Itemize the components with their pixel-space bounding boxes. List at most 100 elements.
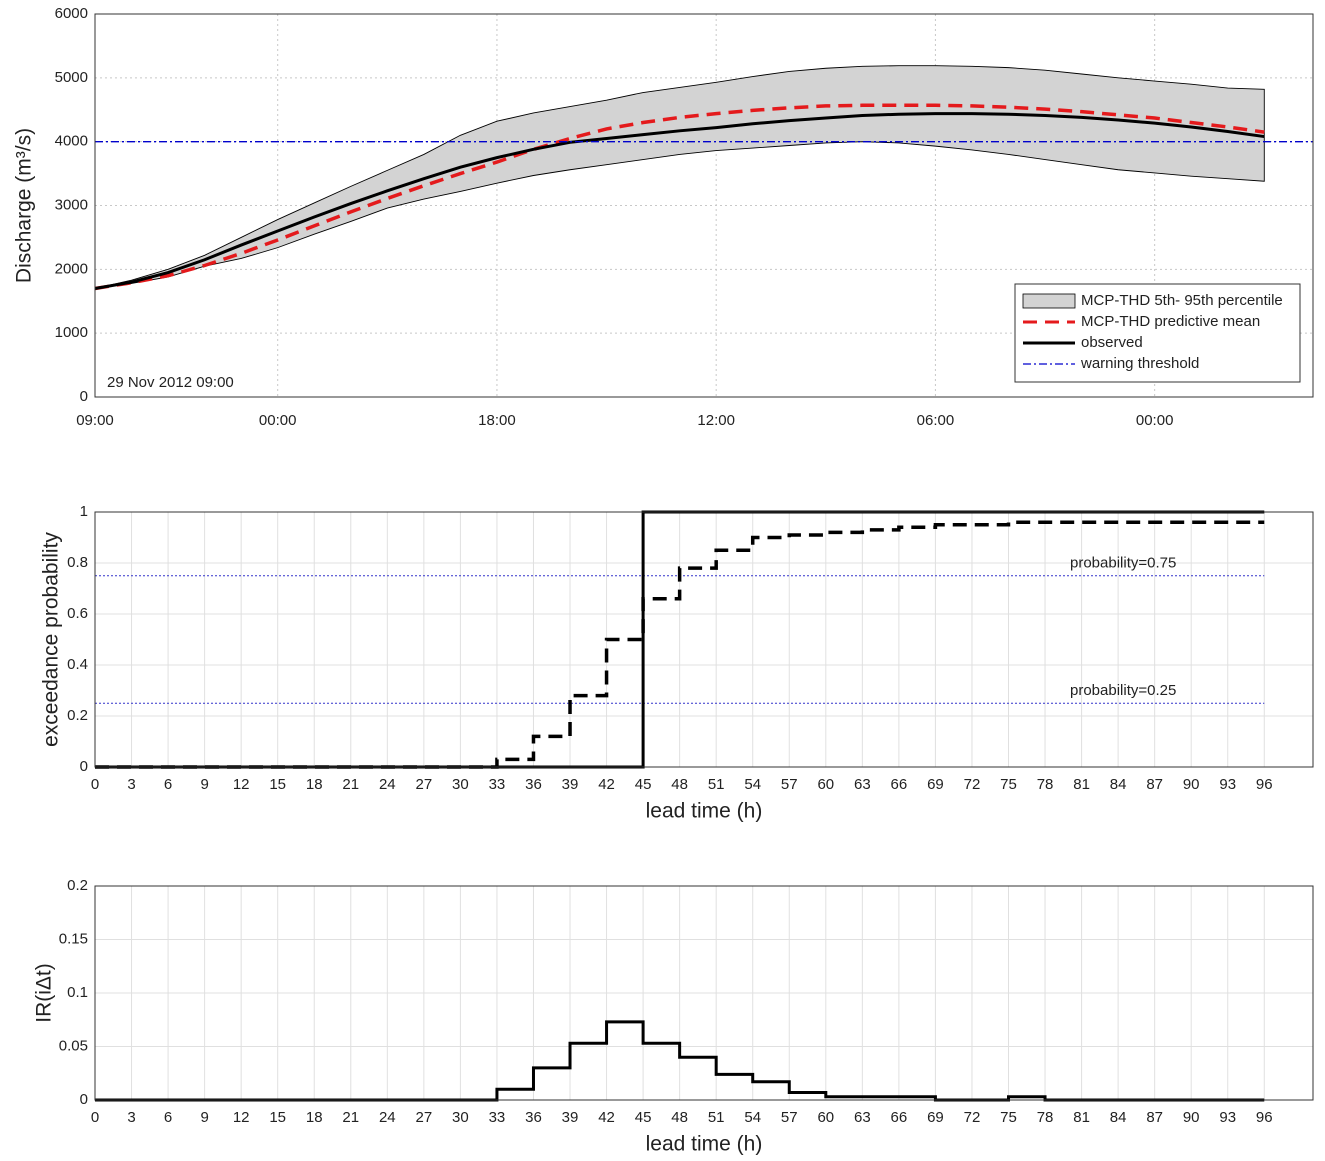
- x-tick-label: 96: [1256, 776, 1273, 793]
- x-axis-label: lead time (h): [646, 1133, 763, 1156]
- x-tick-label: 27: [416, 776, 433, 793]
- series-line: [94, 112, 1265, 290]
- legend-label: observed: [1081, 334, 1143, 351]
- plot-frame: [94, 511, 1314, 768]
- annotation: 29 Nov 2012 09:00: [107, 374, 234, 391]
- x-tick-label: 93: [1219, 776, 1236, 793]
- y-tick-label: 0.4: [67, 656, 88, 673]
- x-tick-label: 24: [379, 1109, 396, 1126]
- x-tick-label: 33: [489, 776, 506, 793]
- x-tick-label: 75: [1000, 776, 1017, 793]
- x-tick-label: 57: [781, 776, 798, 793]
- x-tick-label: 12: [233, 776, 250, 793]
- legend-label: MCP-THD predictive mean: [1081, 313, 1260, 330]
- plot-frame: [94, 885, 1314, 1101]
- x-tick-label: 60: [817, 776, 834, 793]
- x-tick-label: 72: [964, 1109, 981, 1126]
- y-tick-label: 3000: [55, 196, 88, 213]
- x-tick-label: 21: [342, 776, 359, 793]
- x-tick-label: 00:00: [259, 412, 297, 429]
- x-tick-label: 84: [1110, 776, 1127, 793]
- x-tick-label: 42: [598, 776, 615, 793]
- y-tick-label: 0: [80, 388, 88, 405]
- x-tick-label: 78: [1037, 776, 1054, 793]
- x-tick-label: 6: [164, 1109, 172, 1126]
- y-tick-label: 0.15: [59, 930, 88, 947]
- x-tick-label: 27: [416, 1109, 433, 1126]
- x-tick-label: 39: [562, 1109, 579, 1126]
- x-tick-label: 06:00: [917, 412, 955, 429]
- x-tick-label: 3: [127, 1109, 135, 1126]
- plot-area: [95, 512, 1313, 767]
- x-tick-label: 66: [891, 776, 908, 793]
- x-tick-label: 18:00: [478, 412, 516, 429]
- x-tick-label: 15: [269, 776, 286, 793]
- x-tick-label: 72: [964, 776, 981, 793]
- x-tick-label: 36: [525, 1109, 542, 1126]
- x-tick-label: 12: [233, 1109, 250, 1126]
- x-tick-label: 90: [1183, 1109, 1200, 1126]
- y-axis-label: Discharge (m³/s): [13, 128, 36, 283]
- series-line: [95, 520, 1265, 769]
- x-tick-label: 45: [635, 776, 652, 793]
- y-tick-label: 2000: [55, 260, 88, 277]
- x-tick-label: 84: [1110, 1109, 1127, 1126]
- y-tick-label: 5000: [55, 69, 88, 86]
- y-tick-label: 0.05: [59, 1037, 88, 1054]
- y-tick-label: 1000: [55, 324, 88, 341]
- y-tick-label: 0.2: [67, 707, 88, 724]
- x-tick-label: 87: [1146, 776, 1163, 793]
- x-tick-label: 39: [562, 776, 579, 793]
- x-tick-label: 66: [891, 1109, 908, 1126]
- x-tick-label: 75: [1000, 1109, 1017, 1126]
- y-axis-label: IR(iΔt): [33, 963, 56, 1023]
- x-tick-label: 60: [817, 1109, 834, 1126]
- x-tick-label: 69: [927, 1109, 944, 1126]
- x-tick-label: 69: [927, 776, 944, 793]
- reference-label: probability=0.25: [1070, 682, 1176, 699]
- x-tick-label: 96: [1256, 1109, 1273, 1126]
- x-tick-label: 48: [671, 776, 688, 793]
- y-tick-label: 4000: [55, 133, 88, 150]
- x-tick-label: 9: [200, 776, 208, 793]
- x-tick-label: 54: [744, 776, 761, 793]
- x-tick-label: 63: [854, 776, 871, 793]
- plot-frame: [94, 13, 1314, 398]
- reference-label: probability=0.75: [1070, 555, 1176, 572]
- x-tick-label: 24: [379, 776, 396, 793]
- x-tick-label: 42: [598, 1109, 615, 1126]
- x-tick-label: 18: [306, 1109, 323, 1126]
- x-tick-label: 0: [91, 776, 99, 793]
- x-tick-label: 30: [452, 1109, 469, 1126]
- legend-swatch: [1022, 293, 1076, 309]
- y-tick-label: 0: [80, 1091, 88, 1108]
- x-tick-label: 18: [306, 776, 323, 793]
- y-tick-label: 0.1: [67, 984, 88, 1001]
- y-tick-label: 0: [80, 758, 88, 775]
- legend-label: MCP-THD 5th- 95th percentile: [1081, 292, 1283, 309]
- x-tick-label: 21: [342, 1109, 359, 1126]
- x-tick-label: 36: [525, 776, 542, 793]
- x-tick-label: 51: [708, 776, 725, 793]
- x-tick-label: 81: [1073, 776, 1090, 793]
- x-tick-label: 54: [744, 1109, 761, 1126]
- y-tick-label: 0.6: [67, 605, 88, 622]
- x-tick-label: 09:00: [76, 412, 114, 429]
- x-tick-label: 81: [1073, 1109, 1090, 1126]
- y-tick-label: 0.2: [67, 877, 88, 894]
- x-tick-label: 0: [91, 1109, 99, 1126]
- y-tick-label: 0.8: [67, 554, 88, 571]
- x-axis-label: lead time (h): [646, 800, 763, 823]
- x-tick-label: 45: [635, 1109, 652, 1126]
- x-tick-label: 30: [452, 776, 469, 793]
- x-tick-label: 87: [1146, 1109, 1163, 1126]
- legend-label: warning threshold: [1080, 355, 1199, 372]
- y-tick-label: 6000: [55, 5, 88, 22]
- x-tick-label: 12:00: [697, 412, 735, 429]
- x-tick-label: 93: [1219, 1109, 1236, 1126]
- x-tick-label: 9: [200, 1109, 208, 1126]
- x-tick-label: 3: [127, 776, 135, 793]
- x-tick-label: 57: [781, 1109, 798, 1126]
- series-line: [94, 103, 1265, 291]
- y-tick-label: 1: [80, 503, 88, 520]
